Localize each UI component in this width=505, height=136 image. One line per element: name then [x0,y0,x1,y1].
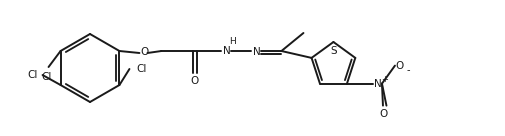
Text: N: N [222,46,230,56]
Text: -: - [406,65,409,75]
Text: O: O [140,47,148,57]
Text: H: H [229,38,235,47]
Text: N: N [252,47,260,57]
Text: O: O [190,76,198,86]
Text: +: + [381,75,388,84]
Text: Cl: Cl [27,70,38,80]
Text: O: O [379,109,387,119]
Text: S: S [329,46,336,56]
Text: Cl: Cl [136,64,146,74]
Text: Cl: Cl [41,72,52,82]
Text: N: N [373,79,381,89]
Text: O: O [395,61,403,71]
